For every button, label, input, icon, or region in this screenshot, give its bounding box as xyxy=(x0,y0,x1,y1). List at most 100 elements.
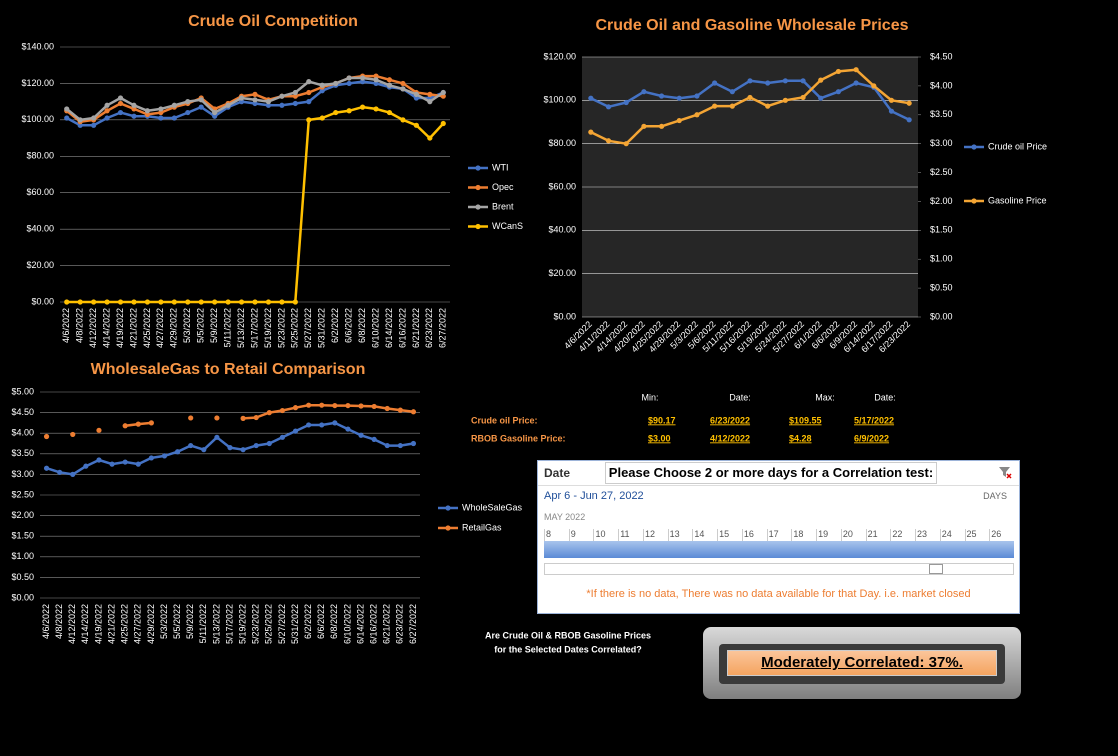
point-marker xyxy=(747,94,753,101)
point-marker xyxy=(319,88,325,94)
x-tick-label: 6/21/2022 xyxy=(411,308,421,348)
point-marker xyxy=(279,434,286,440)
stats-value: $3.00 xyxy=(648,433,671,443)
x-tick-label: 6/27/2022 xyxy=(438,308,448,348)
point-marker xyxy=(319,82,325,88)
point-marker xyxy=(358,403,364,409)
y-tick-label: $0.00 xyxy=(553,311,576,321)
point-marker xyxy=(238,95,245,101)
point-marker xyxy=(623,141,629,147)
point-marker xyxy=(306,117,312,123)
stats-header: Date: xyxy=(874,392,896,402)
chart-title: Crude Oil and Gasoline Wholesale Prices xyxy=(596,17,909,34)
point-marker xyxy=(279,407,286,414)
point-marker xyxy=(109,461,115,467)
point-marker xyxy=(373,106,379,112)
point-marker xyxy=(188,442,194,449)
point-marker xyxy=(158,109,164,116)
point-marker xyxy=(212,109,218,116)
timeline-bar[interactable] xyxy=(544,541,1014,558)
point-marker xyxy=(888,108,895,114)
x-tick-label: 6/10/2022 xyxy=(370,308,380,348)
x-tick-label: 5/17/2022 xyxy=(224,604,234,644)
point-marker xyxy=(427,99,433,105)
point-marker xyxy=(765,103,771,109)
legend-marker xyxy=(445,525,451,531)
x-tick-label: 6/8/2022 xyxy=(357,308,367,343)
point-marker xyxy=(104,108,110,114)
y-tick-label: $100.00 xyxy=(21,114,54,124)
scrollbar[interactable] xyxy=(544,563,1014,575)
x-tick-label: 6/21/2022 xyxy=(382,604,392,644)
legend-marker xyxy=(445,505,451,511)
stats-row-label: Crude oil Price: xyxy=(471,415,538,425)
point-marker xyxy=(384,405,390,412)
y-tick-label: $80.00 xyxy=(548,138,576,148)
point-marker xyxy=(185,299,191,305)
slicer-month: MAY 2022 xyxy=(544,512,586,522)
point-marker xyxy=(70,471,76,477)
x-tick-label: 6/16/2022 xyxy=(397,308,407,348)
point-marker xyxy=(658,93,665,99)
point-marker xyxy=(371,436,377,442)
point-marker xyxy=(658,123,665,129)
x-tick-label: 6/10/2022 xyxy=(342,604,352,644)
x-tick-label: 4/14/2022 xyxy=(101,308,111,348)
point-marker xyxy=(373,80,379,87)
legend-label: Crude oil Price xyxy=(988,141,1047,151)
point-marker xyxy=(605,104,612,110)
slicer-range: Apr 6 - Jun 27, 2022 xyxy=(544,490,644,502)
point-marker xyxy=(292,405,299,411)
y2-tick-label: $0.50 xyxy=(930,282,953,292)
point-marker xyxy=(371,403,377,410)
legend-label: WTI xyxy=(492,162,509,172)
point-marker xyxy=(77,122,83,128)
x-tick-label: 6/16/2022 xyxy=(369,604,379,644)
point-marker xyxy=(386,109,393,116)
stats-row-label: RBOB Gasoline Price: xyxy=(471,433,566,443)
date-slicer[interactable]: Date Please Choose 2 or more days for a … xyxy=(537,460,1020,614)
point-marker xyxy=(400,80,406,87)
point-marker xyxy=(266,440,272,447)
point-marker xyxy=(641,123,647,129)
y2-tick-label: $1.00 xyxy=(930,254,953,264)
x-tick-label: 5/27/2022 xyxy=(277,604,287,644)
x-tick-label: 5/25/2022 xyxy=(290,308,300,348)
point-marker xyxy=(43,465,50,471)
slicer-level[interactable]: DAYS xyxy=(983,491,1007,501)
point-marker xyxy=(410,440,417,447)
y-tick-label: $3.00 xyxy=(11,469,34,479)
point-marker xyxy=(729,89,735,95)
point-marker xyxy=(871,83,877,89)
point-marker xyxy=(265,299,272,305)
point-marker xyxy=(171,299,177,305)
x-tick-label: 5/5/2022 xyxy=(172,604,182,639)
y2-tick-label: $4.00 xyxy=(930,80,953,90)
legend-marker xyxy=(971,144,977,150)
point-marker xyxy=(214,434,220,440)
x-tick-label: 5/11/2022 xyxy=(222,308,232,347)
point-marker xyxy=(413,91,419,97)
point-marker xyxy=(265,99,272,105)
point-marker xyxy=(332,402,338,409)
x-tick-label: 6/6/2022 xyxy=(344,308,354,343)
x-tick-label: 6/14/2022 xyxy=(384,308,394,348)
point-marker xyxy=(292,93,298,99)
x-tick-label: 4/8/2022 xyxy=(54,604,64,639)
point-marker xyxy=(440,89,446,96)
point-marker xyxy=(253,442,259,449)
stats-header: Max: xyxy=(815,392,835,402)
point-marker xyxy=(676,95,682,101)
filter-clear-icon[interactable] xyxy=(998,465,1012,479)
x-tick-label: 4/12/2022 xyxy=(67,604,77,644)
point-marker xyxy=(279,299,285,305)
point-marker xyxy=(240,415,246,421)
correlation-result: Moderately Correlated: 37%. xyxy=(727,650,997,676)
point-marker xyxy=(292,299,298,305)
legend-marker xyxy=(971,198,977,204)
point-marker xyxy=(212,113,218,119)
x-tick-label: 5/25/2022 xyxy=(264,604,274,644)
legend-marker xyxy=(475,223,481,230)
